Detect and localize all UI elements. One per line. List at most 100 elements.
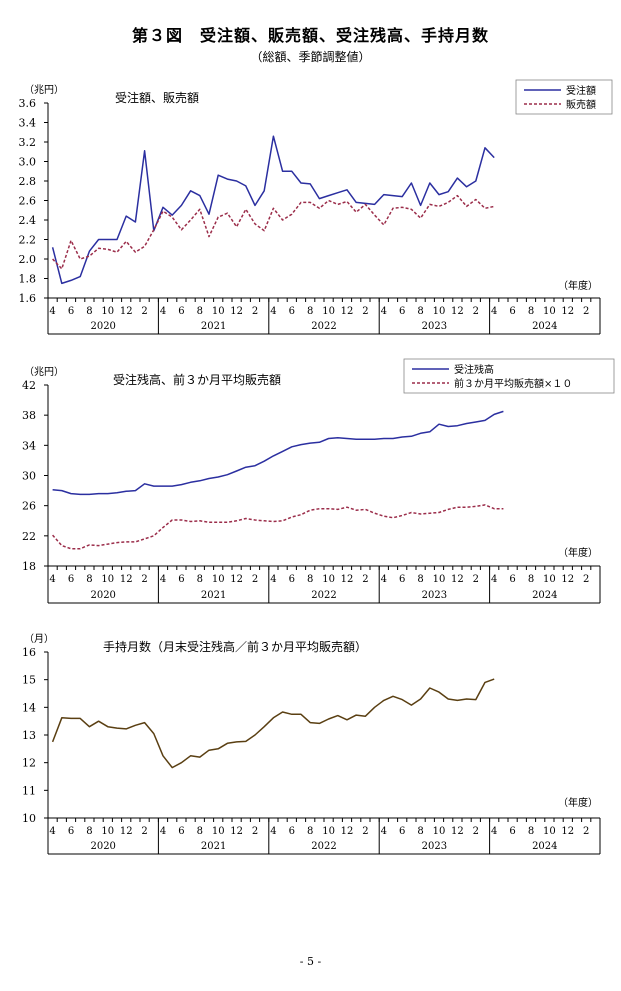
month-label: 4 xyxy=(160,574,166,585)
chart-title: 手持月数（月末受注残高／前３か月平均販売額） xyxy=(103,639,367,654)
y-tick-label: 2.4 xyxy=(19,214,37,227)
month-label: 4 xyxy=(160,306,166,317)
y-tick-label: 42 xyxy=(22,379,36,392)
month-label: 12 xyxy=(341,826,354,837)
month-label: 8 xyxy=(197,574,203,585)
chart-2: 受注残高、前３か月平均販売額（兆円）（年度）182226303438422020… xyxy=(22,358,615,604)
series-line-1 xyxy=(51,678,495,769)
x-axis-title: （年度） xyxy=(558,546,598,559)
series-line-2 xyxy=(52,194,495,270)
month-label: 10 xyxy=(101,826,114,837)
month-label: 8 xyxy=(528,826,534,837)
month-label: 2 xyxy=(252,826,258,837)
chart-title: 受注額、販売額 xyxy=(115,90,199,105)
series-line-1 xyxy=(51,135,495,285)
year-label: 2024 xyxy=(532,321,557,332)
legend-box xyxy=(515,79,613,115)
y-tick-label: 22 xyxy=(22,530,36,543)
chart-title: 受注残高、前３か月平均販売額 xyxy=(113,372,281,387)
month-label: 12 xyxy=(120,306,133,317)
month-label: 2 xyxy=(583,826,589,837)
y-tick-label: 3.4 xyxy=(19,117,37,130)
month-label: 12 xyxy=(120,574,133,585)
x-axis-title: （年度） xyxy=(558,796,598,809)
month-label: 6 xyxy=(399,826,405,837)
month-label: 2 xyxy=(141,826,147,837)
y-tick-label: 14 xyxy=(22,701,36,714)
y-tick-label: 12 xyxy=(22,757,36,770)
month-label: 10 xyxy=(212,306,225,317)
month-label: 10 xyxy=(212,574,225,585)
year-label: 2023 xyxy=(422,321,447,332)
month-label: 6 xyxy=(68,306,74,317)
month-label: 6 xyxy=(399,574,405,585)
month-label: 4 xyxy=(381,826,387,837)
year-label: 2020 xyxy=(90,321,115,332)
month-label: 10 xyxy=(101,306,114,317)
month-label: 10 xyxy=(322,306,335,317)
month-label: 6 xyxy=(68,574,74,585)
y-tick-label: 16 xyxy=(22,646,36,659)
month-label: 6 xyxy=(509,826,515,837)
chart-3: 手持月数（月末受注残高／前３か月平均販売額） （月） （年度） 10 11 12 13 14 1… xyxy=(22,633,601,855)
month-label: 12 xyxy=(561,574,574,585)
month-label: 12 xyxy=(561,826,574,837)
month-label: 6 xyxy=(289,306,295,317)
y-tick-label: 2.0 xyxy=(19,253,37,266)
month-label: 8 xyxy=(86,574,92,585)
month-label: 6 xyxy=(178,574,184,585)
month-label: 6 xyxy=(289,826,295,837)
month-label: 12 xyxy=(341,574,354,585)
month-label: 2 xyxy=(583,306,589,317)
month-label: 12 xyxy=(341,306,354,317)
chart-1: 受注額、販売額 （兆円） （年度） 1.6 1.8 2.0 2.2 2.4 2.6 2.8 3.0 3… xyxy=(19,79,613,335)
y-tick-label: 2.8 xyxy=(19,175,37,188)
month-label: 4 xyxy=(270,574,276,585)
y-tick-label: 2.2 xyxy=(19,234,37,247)
y-unit-label: （兆円） xyxy=(24,366,64,378)
y-tick-label: 18 xyxy=(22,560,36,573)
month-label: 10 xyxy=(101,574,114,585)
y-tick-label: 3.0 xyxy=(19,156,37,169)
month-label: 8 xyxy=(528,574,534,585)
legend-box xyxy=(403,358,615,394)
month-label: 12 xyxy=(561,306,574,317)
month-label: 4 xyxy=(491,574,497,585)
legend-label: 受注額 xyxy=(566,84,596,97)
year-label: 2022 xyxy=(311,841,336,852)
y-tick-label: 34 xyxy=(22,439,36,452)
month-label: 12 xyxy=(230,826,243,837)
year-label: 2020 xyxy=(90,590,115,601)
month-label: 10 xyxy=(433,826,446,837)
month-label: 12 xyxy=(120,826,133,837)
month-label: 2 xyxy=(473,826,479,837)
y-tick-label: 10 xyxy=(22,812,36,825)
month-label: 2 xyxy=(141,306,147,317)
y-tick-label: 15 xyxy=(22,674,36,687)
year-label: 2024 xyxy=(532,841,557,852)
month-label: 4 xyxy=(49,574,55,585)
year-label: 2021 xyxy=(201,590,226,601)
x-axis-title: （年度） xyxy=(558,279,598,292)
month-label: 6 xyxy=(509,574,515,585)
y-tick-label: 38 xyxy=(22,409,36,422)
year-label: 2021 xyxy=(201,321,226,332)
month-label: 6 xyxy=(399,306,405,317)
month-label: 4 xyxy=(491,826,497,837)
y-tick-label: 30 xyxy=(22,470,36,483)
month-label: 4 xyxy=(381,306,387,317)
y-tick-label: 3.6 xyxy=(19,97,37,110)
month-label: 2 xyxy=(362,306,368,317)
year-label: 2023 xyxy=(422,841,447,852)
month-label: 2 xyxy=(473,574,479,585)
y-tick-label: 26 xyxy=(22,500,36,513)
month-label: 8 xyxy=(417,826,423,837)
month-label: 6 xyxy=(178,306,184,317)
legend-label: 受注残高 xyxy=(454,363,494,376)
month-label: 4 xyxy=(270,826,276,837)
year-label: 2022 xyxy=(311,321,336,332)
month-label: 10 xyxy=(543,574,556,585)
month-label: 12 xyxy=(230,574,243,585)
